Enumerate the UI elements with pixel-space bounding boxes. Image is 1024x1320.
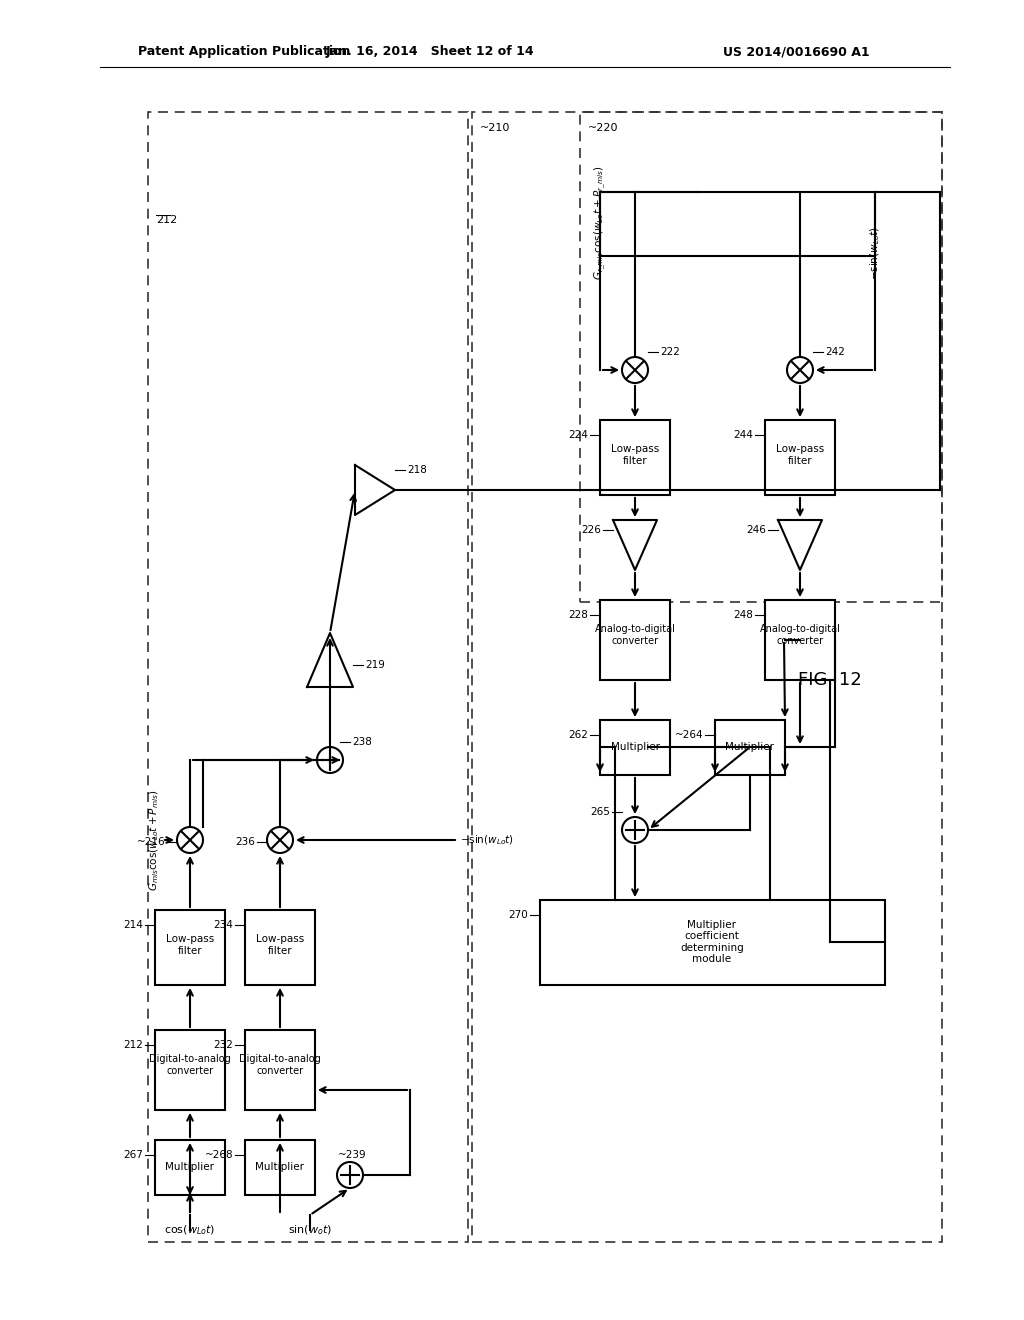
Text: 236: 236: [236, 837, 255, 847]
Polygon shape: [613, 520, 657, 570]
Circle shape: [622, 817, 648, 843]
Text: ~239: ~239: [338, 1150, 367, 1160]
Text: 246: 246: [746, 525, 766, 535]
Text: 238: 238: [352, 737, 372, 747]
Text: Analog-to-digital
converter: Analog-to-digital converter: [595, 624, 676, 645]
Bar: [148, 112, 468, 1242]
Bar: [245, 909, 315, 985]
Text: 212: 212: [123, 1040, 143, 1049]
Text: $\sin(w_o t)$: $\sin(w_o t)$: [288, 1224, 332, 1237]
Text: 265: 265: [590, 807, 610, 817]
Circle shape: [337, 1162, 362, 1188]
Text: Low-pass
filter: Low-pass filter: [256, 935, 304, 956]
Circle shape: [267, 828, 293, 853]
Text: 224: 224: [568, 430, 588, 440]
Bar: [245, 1030, 315, 1110]
Text: Jan. 16, 2014   Sheet 12 of 14: Jan. 16, 2014 Sheet 12 of 14: [326, 45, 535, 58]
Text: ~220: ~220: [588, 123, 618, 133]
Text: 262: 262: [568, 730, 588, 741]
Text: 214: 214: [123, 920, 143, 931]
Bar: [765, 420, 835, 495]
Text: 222: 222: [660, 347, 680, 356]
Text: Low-pass
filter: Low-pass filter: [776, 445, 824, 466]
Bar: [155, 909, 225, 985]
Text: 242: 242: [825, 347, 845, 356]
Bar: [155, 1140, 225, 1195]
Bar: [600, 420, 670, 495]
Text: 228: 228: [568, 610, 588, 620]
Text: 248: 248: [733, 610, 753, 620]
Text: 267: 267: [123, 1150, 143, 1160]
Text: US 2014/0016690 A1: US 2014/0016690 A1: [723, 45, 870, 58]
Text: Low-pass
filter: Low-pass filter: [166, 935, 214, 956]
Circle shape: [177, 828, 203, 853]
Text: 219: 219: [365, 660, 385, 671]
Text: $G_{mis}\cos(w_{Lo}t+P_{mis})$: $G_{mis}\cos(w_{Lo}t+P_{mis})$: [147, 789, 161, 891]
Bar: [155, 1030, 225, 1110]
Text: ~264: ~264: [675, 730, 703, 741]
Text: $-\sin(w_{Lo}t)$: $-\sin(w_{Lo}t)$: [460, 833, 514, 847]
Text: 244: 244: [733, 430, 753, 440]
Text: ~210: ~210: [480, 123, 510, 133]
Bar: [472, 112, 942, 1242]
Bar: [715, 719, 785, 775]
Text: Low-pass
filter: Low-pass filter: [611, 445, 659, 466]
Bar: [540, 900, 885, 985]
Bar: [765, 601, 835, 680]
Polygon shape: [778, 520, 822, 570]
Text: 232: 232: [213, 1040, 233, 1049]
Text: ~268: ~268: [205, 1150, 233, 1160]
Bar: [245, 1140, 315, 1195]
Polygon shape: [355, 465, 395, 515]
Text: Analog-to-digital
converter: Analog-to-digital converter: [760, 624, 841, 645]
Text: Multiplier: Multiplier: [166, 1162, 214, 1172]
Text: Digital-to-analog
converter: Digital-to-analog converter: [150, 1055, 230, 1076]
Circle shape: [317, 747, 343, 774]
Text: ~216: ~216: [136, 837, 165, 847]
Circle shape: [787, 356, 813, 383]
Text: 226: 226: [582, 525, 601, 535]
Circle shape: [622, 356, 648, 383]
Text: 270: 270: [508, 909, 528, 920]
Text: 212: 212: [156, 215, 177, 224]
Text: Multiplier: Multiplier: [725, 742, 774, 752]
Text: 218: 218: [407, 465, 427, 475]
Bar: [600, 601, 670, 680]
Text: 234: 234: [213, 920, 233, 931]
Text: Digital-to-analog
converter: Digital-to-analog converter: [240, 1055, 321, 1076]
Text: $\cos(w_{Lo}t)$: $\cos(w_{Lo}t)$: [164, 1224, 216, 1237]
Polygon shape: [307, 634, 353, 686]
Text: Multiplier: Multiplier: [256, 1162, 304, 1172]
Bar: [580, 112, 942, 602]
Text: FIG. 12: FIG. 12: [798, 671, 862, 689]
Text: Multiplier
coefficient
determining
module: Multiplier coefficient determining modul…: [680, 920, 743, 965]
Text: $G_{r\_mis}\cos(w_{Lo}t+P_{r\_mis})$: $G_{r\_mis}\cos(w_{Lo}t+P_{r\_mis})$: [593, 165, 607, 280]
Text: $-\sin(w_{Lo}t)$: $-\sin(w_{Lo}t)$: [868, 226, 882, 280]
Text: Patent Application Publication: Patent Application Publication: [138, 45, 350, 58]
Text: Multiplier: Multiplier: [610, 742, 659, 752]
Bar: [600, 719, 670, 775]
